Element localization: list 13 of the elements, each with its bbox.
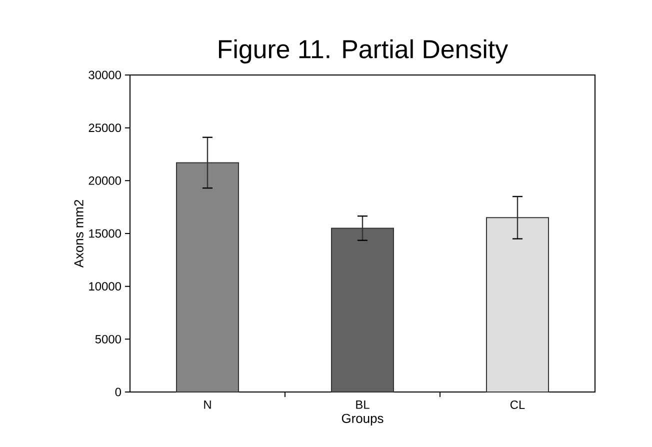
y-tick-label: 30000 [88,70,122,80]
chart-title: Figure 11. Partial Density [218,39,508,64]
y-tick-label: 15000 [89,229,122,238]
y-tick-label: 10000 [89,282,122,291]
x-tick-label: N [204,400,211,409]
x-axis-title: Groups [342,414,384,426]
y-tick-label: 20000 [88,176,122,185]
x-tick-label: BL [356,400,370,409]
y-tick-label: 25000 [88,124,122,132]
y-tick-label: 0 [115,388,122,396]
x-tick-label: CL [510,400,525,409]
y-axis-title: Axons mm2 [74,200,84,268]
y-tick-label: 5000 [95,334,122,344]
